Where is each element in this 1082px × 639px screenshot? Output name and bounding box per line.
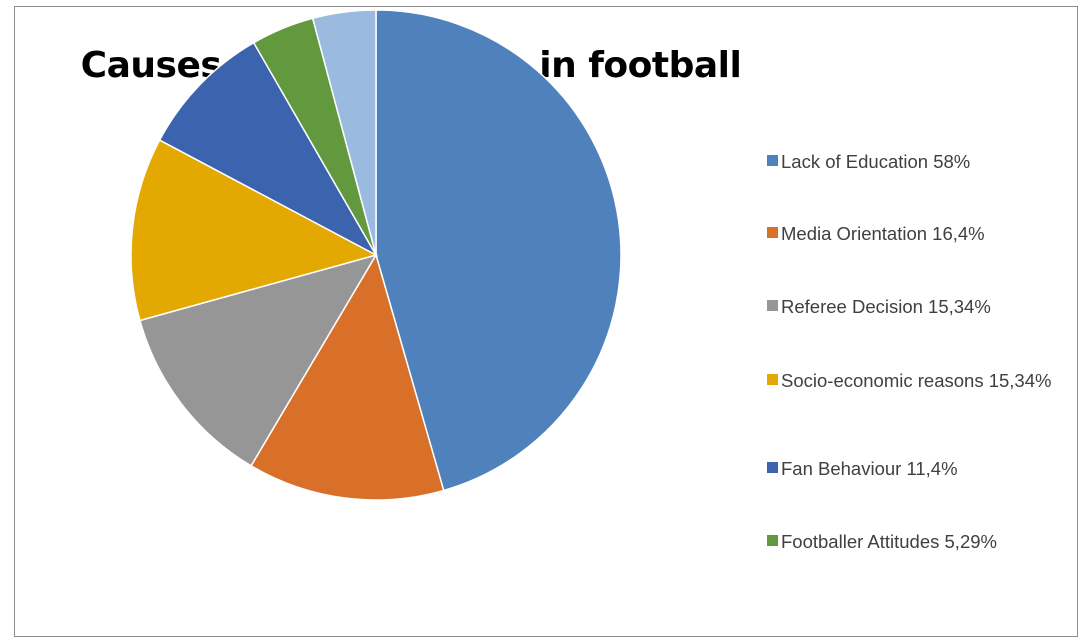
legend-item: Referee Decision 15,34% [767, 294, 1081, 320]
pie-slice-5 [158, 41, 378, 257]
legend-swatch [767, 227, 778, 238]
pie-slice-7 [311, 9, 377, 256]
legend-swatch [767, 535, 778, 546]
legend-item: Lack of Education 58% [767, 149, 1081, 175]
chart-frame: Causes of the violence in football Lack … [14, 6, 1078, 637]
pie-slice-2 [250, 253, 445, 501]
legend-swatch [767, 462, 778, 473]
legend-label: Socio-economic reasons 15,34% [781, 370, 1052, 391]
pie-slice-1 [375, 9, 622, 492]
pie-slice-4 [130, 139, 379, 322]
legend-swatch [767, 300, 778, 311]
legend-label: Fan Behaviour 11,4% [781, 458, 958, 479]
legend-label: Referee Decision 15,34% [781, 296, 991, 317]
legend-item: Socio-economic reasons 15,34% [767, 368, 1071, 394]
legend-item: Media Orientation 16,4% [767, 221, 1081, 247]
legend-label: Footballer Attitudes 5,29% [781, 531, 997, 552]
legend-label: Lack of Education 58% [781, 151, 971, 172]
legend-label: Media Orientation 16,4% [781, 223, 985, 244]
pie-slice-3 [138, 253, 378, 467]
legend-item: Footballer Attitudes 5,29% [767, 529, 1081, 555]
pie-chart [130, 9, 622, 501]
legend-swatch [767, 374, 778, 385]
legend-item: Fan Behaviour 11,4% [767, 456, 1081, 482]
legend-swatch [767, 155, 778, 166]
